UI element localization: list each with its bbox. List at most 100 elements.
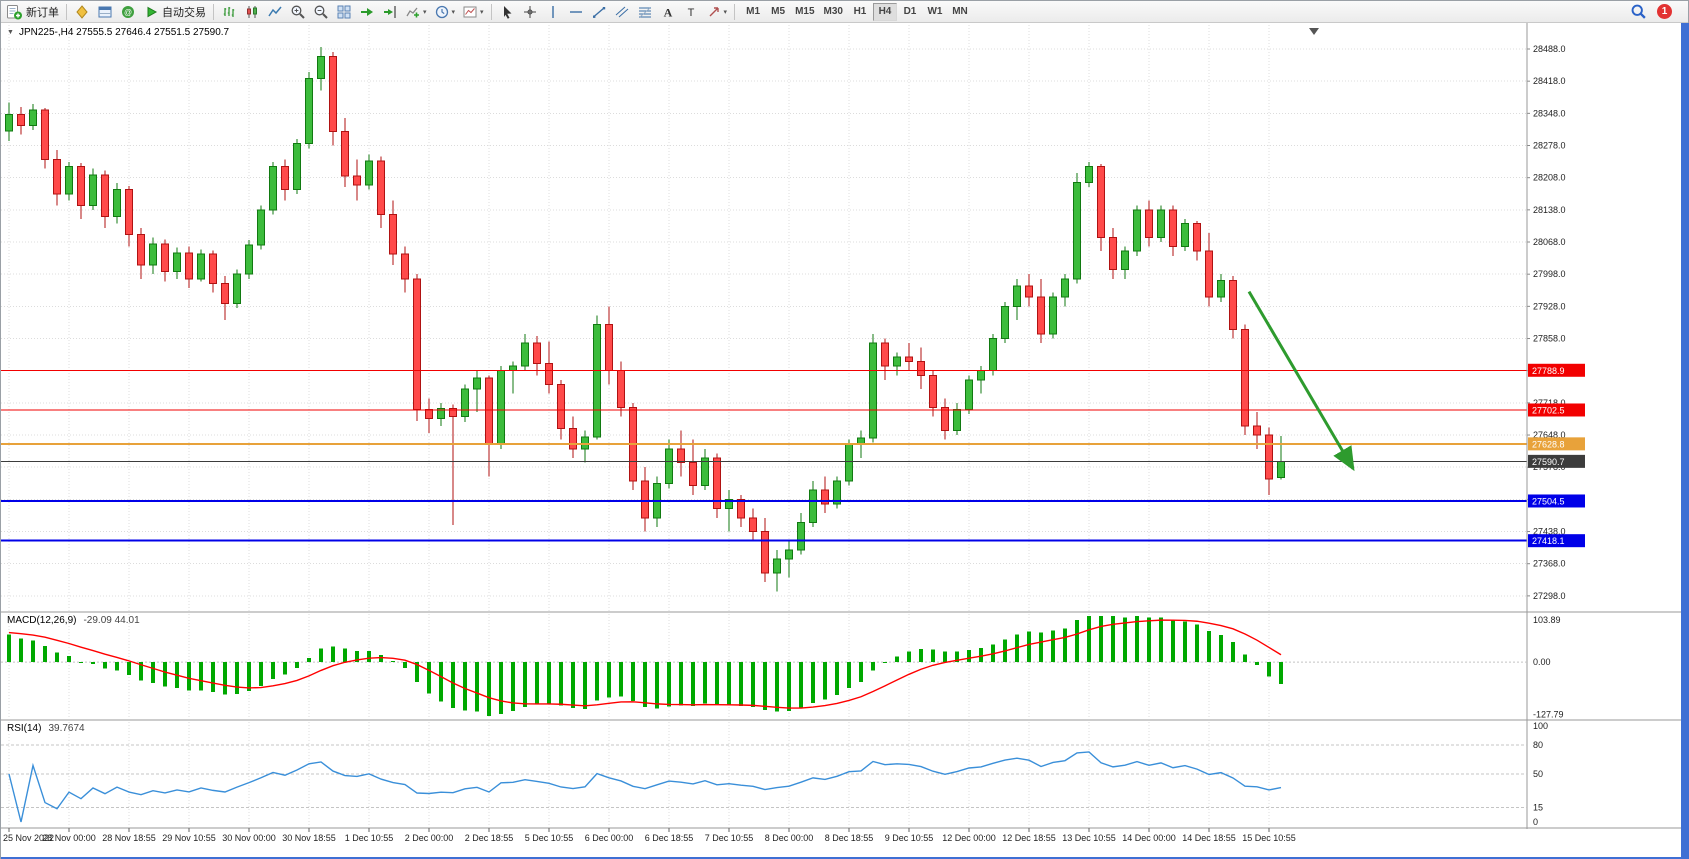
timeframe-button-m15[interactable]: M15 <box>791 3 818 21</box>
timeframe-button-m5[interactable]: M5 <box>766 3 790 21</box>
zoom-out-button[interactable] <box>310 2 332 22</box>
cursor-icon <box>499 4 515 20</box>
bar-chart-button[interactable] <box>218 2 240 22</box>
toolbar-separator <box>66 3 67 20</box>
text-label-icon: T <box>683 4 699 20</box>
rsi-label: RSI(14) 39.7674 <box>7 723 85 734</box>
horizontal-line-27788.9[interactable]: 27788.9 <box>1 363 1585 377</box>
svg-text:28348.0: 28348.0 <box>1533 108 1566 118</box>
periods-button[interactable]: ▾ <box>431 2 459 22</box>
svg-text:103.89: 103.89 <box>1533 615 1561 625</box>
svg-text:A: A <box>663 5 672 19</box>
line-chart-icon <box>267 4 283 20</box>
svg-text:14 Dec 00:00: 14 Dec 00:00 <box>1122 833 1176 843</box>
crosshair-button[interactable] <box>519 2 541 22</box>
timeframe-button-m1[interactable]: M1 <box>741 3 765 21</box>
chevron-down-icon: ▾ <box>480 8 484 16</box>
fibonacci-icon <box>637 4 653 20</box>
chevron-down-icon: ▾ <box>451 8 456 16</box>
one-click-trading-icon[interactable]: ▼ <box>7 29 14 36</box>
tile-windows-icon <box>336 4 352 20</box>
horizontal-line-icon <box>568 4 584 20</box>
svg-text:27590.7: 27590.7 <box>1532 457 1565 467</box>
svg-text:25 Nov 2022: 25 Nov 2022 <box>3 833 54 843</box>
text-label-button[interactable]: T <box>680 2 702 22</box>
timeframe-button-h1[interactable]: H1 <box>848 3 872 21</box>
indicators-icon <box>405 4 421 20</box>
indicators-button[interactable]: ▾ <box>402 2 430 22</box>
search-button[interactable] <box>1627 2 1650 22</box>
metaeditor-button[interactable] <box>71 2 93 22</box>
crosshair-icon <box>522 4 538 20</box>
toolbar-right-group: 1 <box>1627 2 1672 22</box>
bottom-window-edge <box>1 857 1689 859</box>
chart-title-text: JPN225-,H4 27555.5 27646.4 27551.5 27590… <box>18 27 230 38</box>
vertical-line-button[interactable] <box>542 2 564 22</box>
horizontal-line-27628.8[interactable]: 27628.8 <box>1 437 1585 451</box>
svg-text:30 Nov 00:00: 30 Nov 00:00 <box>222 833 276 843</box>
chart-shift-button[interactable] <box>379 2 401 22</box>
svg-text:28 Nov 18:55: 28 Nov 18:55 <box>102 833 156 843</box>
svg-text:T: T <box>687 7 694 19</box>
horizontal-line-27702.5[interactable]: 27702.5 <box>1 403 1585 417</box>
timeframe-button-m30[interactable]: M30 <box>820 3 847 21</box>
chart-window[interactable]: 28488.0 28418.0 28348.0 28278.0 28208.0 28138… <box>1 23 1689 859</box>
zoom-in-button[interactable] <box>287 2 309 22</box>
data-window-icon <box>97 4 113 20</box>
timeframe-group: M1 M5 M15 M30 H1 H4 D1 W1 MN <box>741 2 972 21</box>
templates-button[interactable]: ▾ <box>459 2 487 22</box>
toolbar-separator <box>213 3 214 20</box>
new-order-icon <box>6 4 23 20</box>
community-icon: @ <box>120 4 136 20</box>
search-icon <box>1630 3 1647 20</box>
chart-canvas[interactable]: 28488.0 28418.0 28348.0 28278.0 28208.0 28138… <box>1 23 1689 859</box>
macd-signal-line <box>8 619 1282 709</box>
tile-windows-button[interactable] <box>333 2 355 22</box>
zoom-in-icon <box>290 4 306 20</box>
svg-text:6 Dec 00:00: 6 Dec 00:00 <box>585 833 634 843</box>
trend-arrow[interactable] <box>1247 290 1355 472</box>
text-icon: A <box>660 4 676 20</box>
horizontal-line-27590.7[interactable]: 27590.7 <box>1 454 1585 468</box>
channel-button[interactable] <box>611 2 633 22</box>
timeframe-button-mn[interactable]: MN <box>948 3 972 21</box>
toolbar-separator <box>490 3 492 20</box>
macd-name: MACD(12,26,9) <box>7 615 77 626</box>
svg-text:50: 50 <box>1533 769 1543 779</box>
line-chart-button[interactable] <box>264 2 286 22</box>
current-bar-marker <box>1309 28 1319 35</box>
fibonacci-button[interactable] <box>634 2 656 22</box>
cursor-button[interactable] <box>496 2 518 22</box>
svg-text:29 Nov 10:55: 29 Nov 10:55 <box>162 833 216 843</box>
community-button[interactable]: @ <box>117 2 139 22</box>
auto-scroll-button[interactable] <box>356 2 378 22</box>
timeframe-button-w1[interactable]: W1 <box>923 3 947 21</box>
timeframe-button-d1[interactable]: D1 <box>898 3 922 21</box>
svg-text:27998.0: 27998.0 <box>1533 269 1566 279</box>
trendline-button[interactable] <box>588 2 610 22</box>
svg-text:15 Dec 10:55: 15 Dec 10:55 <box>1242 833 1296 843</box>
text-button[interactable]: A <box>657 2 679 22</box>
macd-axis-labels: 103.89 0.00 -127.79 <box>1533 615 1564 720</box>
autotrade-play-icon <box>143 4 159 20</box>
svg-text:28138.0: 28138.0 <box>1533 205 1566 215</box>
new-order-button[interactable]: 新订单 <box>3 2 62 22</box>
autotrade-label: 自动交易 <box>162 6 206 19</box>
notification-badge[interactable]: 1 <box>1657 4 1672 19</box>
rsi-level-lines <box>1 744 1527 809</box>
data-window-button[interactable] <box>94 2 116 22</box>
svg-text:28208.0: 28208.0 <box>1533 173 1566 183</box>
horizontal-line-button[interactable] <box>565 2 587 22</box>
horizontal-line-27504.5[interactable]: 27504.5 <box>1 494 1585 508</box>
trendline-icon <box>591 4 607 20</box>
svg-text:28278.0: 28278.0 <box>1533 141 1566 151</box>
arrows-button[interactable]: ▾ <box>703 2 731 22</box>
candlestick-chart-button[interactable] <box>241 2 263 22</box>
chart-title: ▼ JPN225-,H4 27555.5 27646.4 27551.5 2759… <box>7 27 229 38</box>
right-scrollbar[interactable] <box>1681 23 1689 859</box>
timeframe-button-h4[interactable]: H4 <box>872 2 897 21</box>
equidistant-channel-icon <box>614 4 630 20</box>
horizontal-line-27418.1[interactable]: 27418.1 <box>1 534 1585 548</box>
autotrade-button[interactable]: 自动交易 <box>140 2 209 22</box>
